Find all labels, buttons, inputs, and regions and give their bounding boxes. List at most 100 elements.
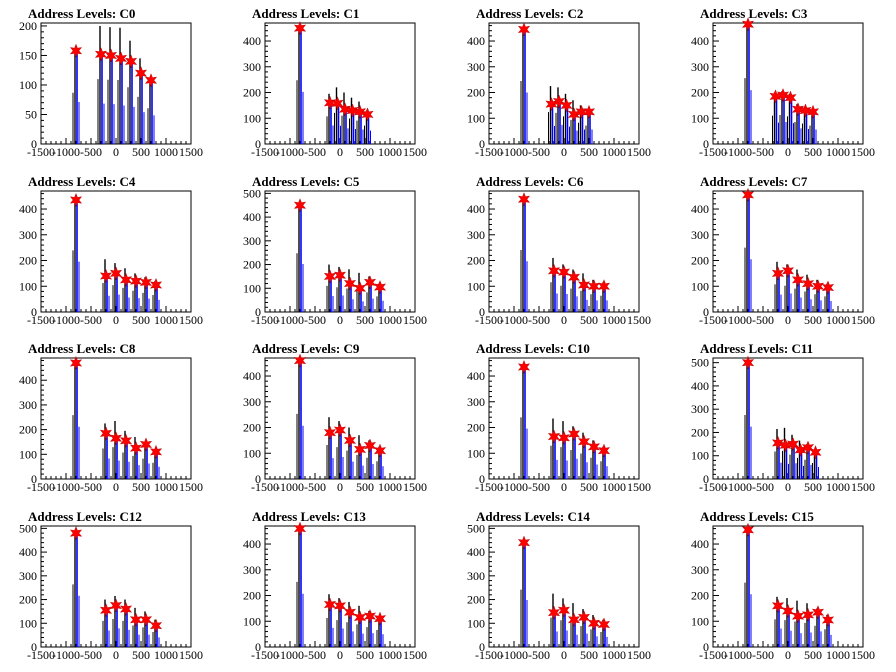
- panel-title: Address Levels: C1: [252, 6, 359, 21]
- peak-2: [779, 427, 792, 479]
- peak-2: [552, 87, 566, 144]
- x-tick-labels: -1500-1000 -500 0 500 1000 1500: [699, 648, 875, 662]
- y-tick-label: 0: [479, 640, 485, 654]
- peak-marker-star: [776, 88, 790, 103]
- x-tick-label: -500: [752, 145, 774, 159]
- peak-marker-star: [323, 597, 337, 612]
- peak-6: [821, 612, 835, 647]
- y-tick-label: 400: [467, 545, 485, 559]
- peak-6: [373, 611, 387, 647]
- x-tick-label: 500: [804, 480, 822, 494]
- peak-marker-star: [582, 104, 596, 119]
- panel-title: Address Levels: C4: [28, 174, 136, 189]
- peak-5: [139, 275, 153, 312]
- peak-marker-star: [293, 353, 307, 368]
- x-tick-label: 1000: [602, 145, 626, 159]
- x-tick-label: 1500: [851, 145, 875, 159]
- peak-marker-star: [741, 522, 755, 537]
- y-tick-label: 100: [467, 446, 485, 460]
- y-tick-label: 500: [467, 521, 485, 535]
- x-tick-labels: -1500-1000 -500 0 500 1000 1500: [27, 480, 203, 494]
- y-tick-label: 0: [479, 137, 485, 151]
- peak-4: [353, 435, 367, 479]
- peak-0: [741, 187, 755, 312]
- y-tick-label: 0: [479, 472, 485, 486]
- peak-marker-star: [109, 598, 123, 613]
- x-tick-label: -1500: [27, 480, 55, 494]
- peak-marker-star: [784, 90, 797, 105]
- y-tick-label: 300: [691, 563, 709, 577]
- panel-title: Address Levels: C12: [28, 509, 142, 524]
- y-tick-label: 0: [479, 305, 485, 319]
- peak-marker-star: [129, 274, 143, 289]
- y-tick-label: 0: [703, 472, 709, 486]
- y-tick-label: 100: [467, 616, 485, 630]
- peak-5: [134, 58, 148, 144]
- x-tick-label: 0: [113, 145, 119, 159]
- x-tick-label: 1500: [403, 648, 427, 662]
- peak-marker-star: [567, 270, 581, 285]
- peak-marker-star: [557, 603, 571, 618]
- x-tick-label: 1500: [403, 145, 427, 159]
- peak-marker-star: [149, 618, 163, 633]
- x-tick-labels: -1500-1000 -500 0 500 1000 1500: [699, 313, 875, 327]
- plot-frame: [488, 190, 640, 313]
- peak-marker-star: [323, 425, 337, 440]
- peak-marker-star: [821, 612, 835, 628]
- peak-marker-star: [149, 444, 163, 459]
- peak-marker-star: [806, 104, 820, 119]
- peak-1: [547, 593, 561, 647]
- x-tick-labels: -1500-1000 -500 0 500 1000 1500: [27, 145, 203, 159]
- peak-5: [801, 440, 815, 479]
- peak-4: [129, 273, 143, 312]
- chart-panel-2: Address Levels: C2-1500-1000 -500 0 500 1000…: [467, 6, 651, 159]
- peak-marker-star: [323, 269, 337, 284]
- x-tick-labels: -1500-1000 -500 0 500 1000 1500: [251, 648, 427, 662]
- y-tick-label: 200: [691, 86, 709, 100]
- peak-6: [373, 443, 387, 479]
- peak-2: [776, 88, 790, 144]
- x-tick-label: 0: [561, 145, 567, 159]
- x-tick-label: 0: [337, 480, 343, 494]
- x-tick-label: -1500: [699, 648, 727, 662]
- y-tick-label: 0: [703, 640, 709, 654]
- y-tick-label: 100: [19, 279, 37, 293]
- x-tick-label: 1500: [627, 648, 651, 662]
- peak-marker-star: [577, 610, 591, 625]
- peak-marker-star: [801, 440, 815, 455]
- peak-marker-star: [293, 198, 307, 213]
- peak-marker-star: [343, 276, 357, 291]
- x-tick-label: -1500: [699, 145, 727, 159]
- y-tick-label: 100: [19, 78, 37, 92]
- x-tick-label: 1000: [154, 145, 178, 159]
- peak-1: [323, 417, 337, 479]
- y-tick-label: 400: [691, 34, 709, 48]
- peak-marker-star: [119, 272, 133, 287]
- peak-marker-star: [373, 280, 387, 295]
- y-tick-label: 300: [691, 228, 709, 242]
- y-tick-label: 100: [467, 279, 485, 293]
- peak-4: [801, 274, 815, 312]
- y-tick-label: 400: [243, 369, 261, 383]
- peak-0: [741, 522, 755, 647]
- panel-title: Address Levels: C3: [700, 6, 808, 21]
- x-tick-label: -1000: [52, 145, 80, 159]
- x-tick-label: -1000: [724, 145, 752, 159]
- y-tick-label: 100: [691, 279, 709, 293]
- x-tick-label: 1000: [826, 648, 850, 662]
- peak-marker-star: [587, 439, 601, 454]
- peak-4: [801, 603, 815, 647]
- y-tick-label: 200: [467, 86, 485, 100]
- x-tick-labels: -1500-1000 -500 0 500 1000 1500: [27, 648, 203, 662]
- peak-1: [547, 257, 561, 312]
- peak-marker-star: [791, 102, 805, 117]
- peak-6: [597, 279, 611, 312]
- x-tick-label: 1500: [403, 480, 427, 494]
- x-tick-label: 1000: [378, 480, 402, 494]
- peak-4: [791, 102, 805, 144]
- plot-frame: [488, 357, 640, 480]
- x-tick-label: 1500: [851, 480, 875, 494]
- peak-marker-star: [343, 605, 357, 620]
- y-tick-label: 400: [243, 537, 261, 551]
- peak-5: [587, 279, 601, 312]
